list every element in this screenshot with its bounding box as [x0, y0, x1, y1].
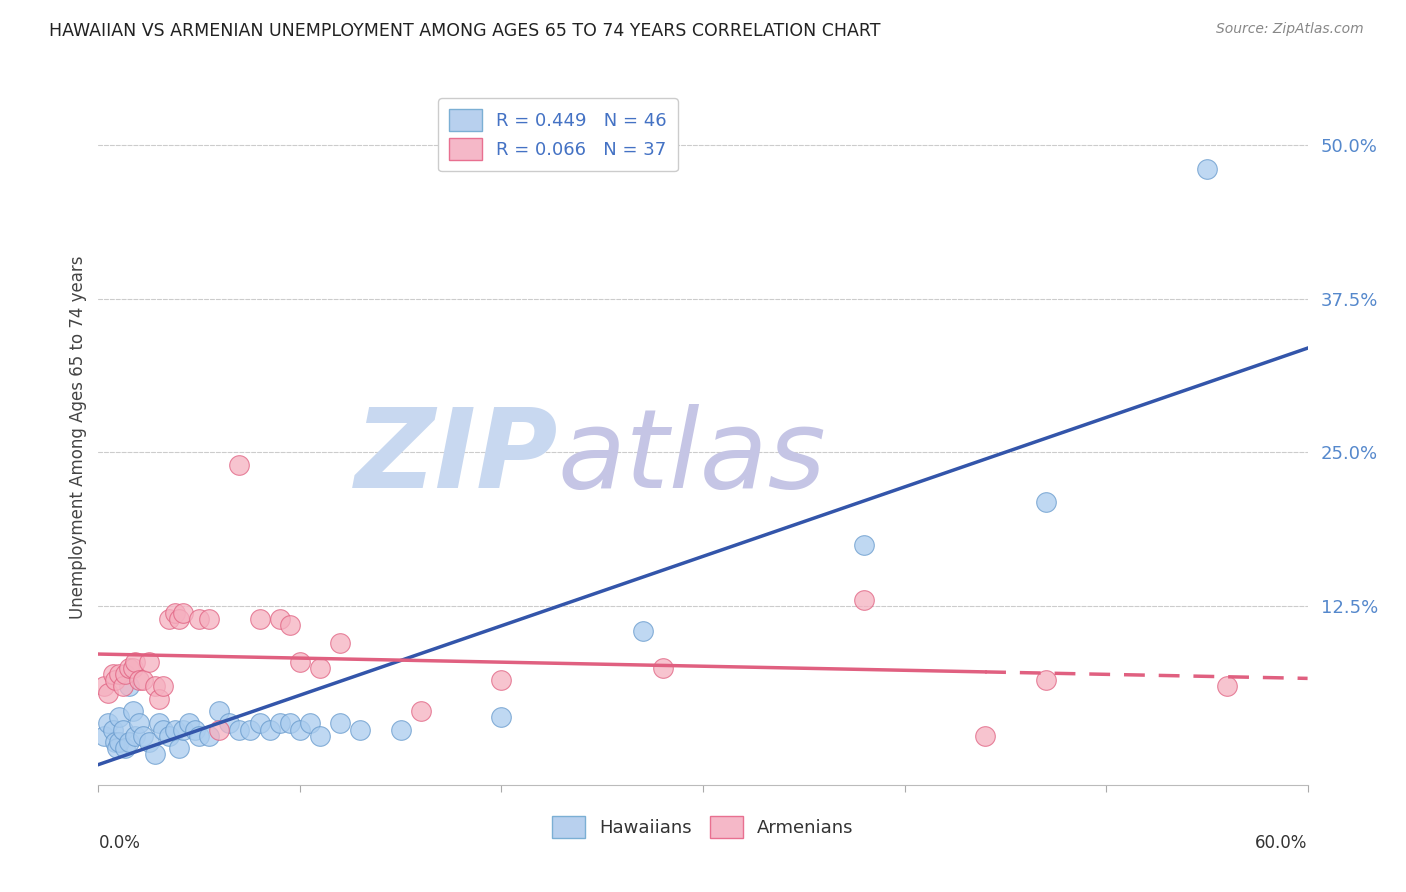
Point — [853, 538, 876, 552]
Point — [179, 716, 201, 731]
Point — [107, 735, 129, 749]
Point — [157, 729, 180, 743]
Point — [97, 685, 120, 699]
Point — [118, 735, 141, 749]
Point — [101, 667, 124, 681]
Point — [299, 716, 322, 731]
Point — [172, 723, 194, 737]
Text: 60.0%: 60.0% — [1256, 834, 1308, 852]
Point — [118, 680, 141, 694]
Point — [103, 673, 125, 688]
Point — [1035, 673, 1057, 688]
Point — [157, 612, 180, 626]
Point — [208, 704, 231, 718]
Point — [651, 661, 673, 675]
Point — [329, 716, 352, 731]
Legend: Hawaiians, Armenians: Hawaiians, Armenians — [546, 809, 860, 846]
Y-axis label: Unemployment Among Ages 65 to 74 years: Unemployment Among Ages 65 to 74 years — [69, 255, 87, 619]
Point — [167, 612, 190, 626]
Point — [853, 593, 876, 607]
Point — [188, 729, 211, 743]
Point — [309, 661, 332, 675]
Point — [198, 729, 221, 743]
Point — [184, 723, 207, 737]
Point — [124, 655, 146, 669]
Point — [128, 716, 150, 731]
Point — [103, 735, 125, 749]
Point — [259, 723, 281, 737]
Point — [105, 741, 128, 756]
Text: atlas: atlas — [558, 404, 827, 511]
Point — [208, 723, 231, 737]
Point — [349, 723, 371, 737]
Point — [491, 710, 513, 724]
Point — [107, 667, 129, 681]
Point — [114, 741, 136, 756]
Point — [93, 729, 115, 743]
Point — [152, 723, 174, 737]
Point — [111, 680, 134, 694]
Point — [172, 606, 194, 620]
Point — [101, 723, 124, 737]
Point — [138, 655, 160, 669]
Text: ZIP: ZIP — [354, 404, 558, 511]
Point — [167, 741, 190, 756]
Point — [163, 606, 186, 620]
Point — [228, 458, 250, 472]
Point — [163, 723, 186, 737]
Point — [269, 612, 291, 626]
Point — [132, 673, 155, 688]
Point — [118, 661, 141, 675]
Point — [148, 716, 170, 731]
Point — [138, 735, 160, 749]
Text: HAWAIIAN VS ARMENIAN UNEMPLOYMENT AMONG AGES 65 TO 74 YEARS CORRELATION CHART: HAWAIIAN VS ARMENIAN UNEMPLOYMENT AMONG … — [49, 22, 880, 40]
Point — [128, 673, 150, 688]
Point — [121, 704, 143, 718]
Text: Source: ZipAtlas.com: Source: ZipAtlas.com — [1216, 22, 1364, 37]
Point — [1035, 494, 1057, 508]
Point — [143, 747, 166, 761]
Point — [188, 612, 211, 626]
Point — [269, 716, 291, 731]
Point — [239, 723, 262, 737]
Point — [143, 680, 166, 694]
Point — [97, 716, 120, 731]
Text: 0.0%: 0.0% — [98, 834, 141, 852]
Point — [228, 723, 250, 737]
Point — [389, 723, 412, 737]
Point — [124, 729, 146, 743]
Point — [93, 680, 115, 694]
Point — [278, 716, 301, 731]
Point — [198, 612, 221, 626]
Point — [152, 680, 174, 694]
Point — [631, 624, 654, 638]
Point — [148, 691, 170, 706]
Point — [309, 729, 332, 743]
Point — [1195, 162, 1218, 177]
Point — [409, 704, 432, 718]
Point — [132, 729, 155, 743]
Point — [288, 723, 311, 737]
Point — [111, 723, 134, 737]
Point — [218, 716, 240, 731]
Point — [329, 636, 352, 650]
Point — [288, 655, 311, 669]
Point — [278, 618, 301, 632]
Point — [491, 673, 513, 688]
Point — [114, 667, 136, 681]
Point — [974, 729, 997, 743]
Point — [249, 612, 271, 626]
Point — [107, 710, 129, 724]
Point — [249, 716, 271, 731]
Point — [1216, 680, 1239, 694]
Point — [121, 661, 143, 675]
